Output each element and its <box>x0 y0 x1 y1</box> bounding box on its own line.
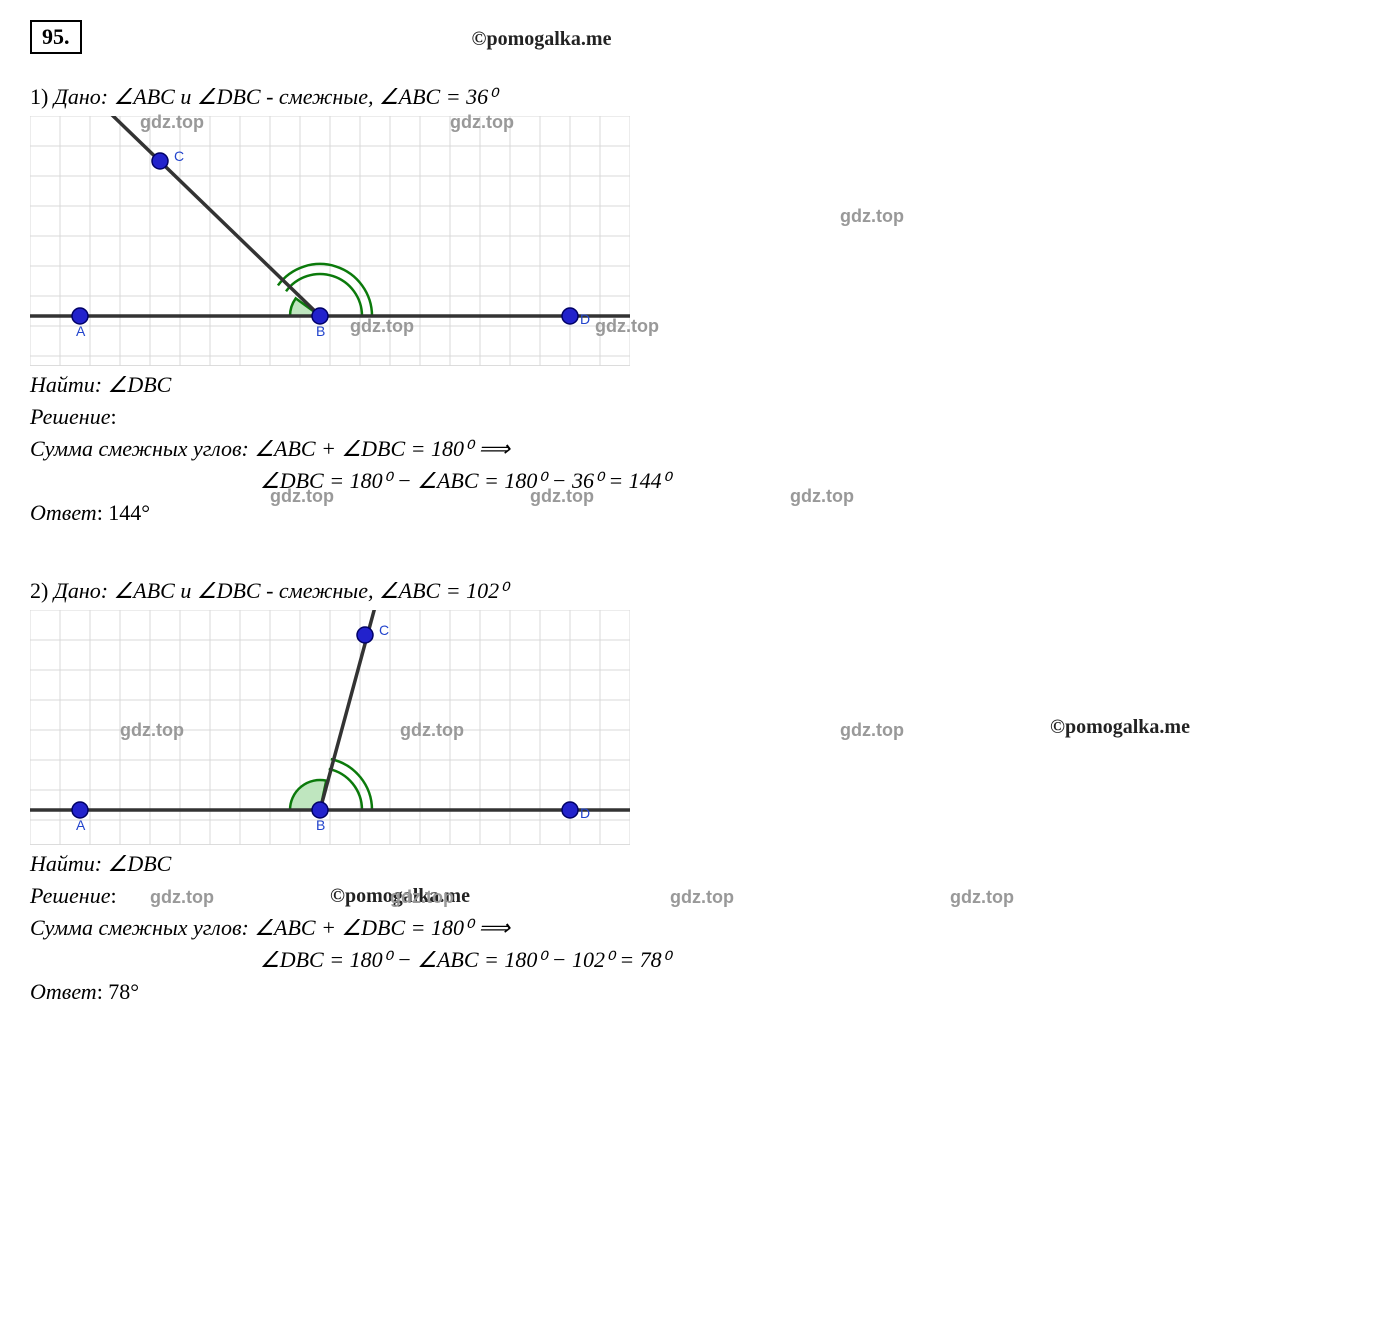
find-text: : ∠DBC <box>95 372 172 397</box>
svg-text:A: A <box>76 323 86 339</box>
svg-text:D: D <box>580 805 590 821</box>
part1-number: 1) <box>30 84 48 109</box>
find-label: Найти <box>30 372 95 397</box>
part2-diagram: gdz.top gdz.top gdz.top ©pomogalka.me AB… <box>30 610 630 845</box>
answer-text: : 78° <box>97 979 139 1004</box>
find-text: : ∠DBC <box>95 851 172 876</box>
part2-solution-label-line: Решение: gdz.top gdz.top gdz.top gdz.top <box>30 883 1370 909</box>
solution-colon: : <box>110 883 116 908</box>
svg-text:B: B <box>316 817 325 833</box>
watermark: gdz.top <box>840 206 904 227</box>
watermark: gdz.top <box>150 887 214 908</box>
part1-diagram: gdz.top gdz.top gdz.top gdz.top gdz.top … <box>30 116 630 366</box>
part2-dano-text: : ∠ABC и ∠DBC - смежные, ∠ABC = 102⁰ <box>101 578 508 603</box>
part1-dano-line: 1) Дано: ∠ABC и ∠DBC - смежные, ∠ABC = 3… <box>30 84 1370 110</box>
part1-dano-text: : ∠ABC и ∠DBC - смежные, ∠ABC = 36⁰ <box>101 84 497 109</box>
solution-label: Решение <box>30 404 110 429</box>
find-label: Найти <box>30 851 95 876</box>
part1-calc-line: ∠DBC = 180⁰ − ∠ABC = 180⁰ − 36⁰ = 144⁰ <box>260 468 1370 494</box>
svg-text:A: A <box>76 817 86 833</box>
solution-label: Решение <box>30 883 110 908</box>
answer-label: Ответ <box>30 500 97 525</box>
part1-sum-line: Сумма смежных углов: ∠ABC + ∠DBC = 180⁰ … <box>30 436 1370 462</box>
watermark: gdz.top <box>670 887 734 908</box>
solution-colon: : <box>110 404 116 429</box>
copyright-mid: ©pomogalka.me <box>1050 716 1190 739</box>
part2-calc-line: ∠DBC = 180⁰ − ∠ABC = 180⁰ − 102⁰ = 78⁰ <box>260 947 1370 973</box>
problem-number: 95. <box>30 20 82 54</box>
part2-number: 2) <box>30 578 48 603</box>
part1-answer: Ответ: 144° <box>30 500 1370 526</box>
part2-dano-label: Дано <box>54 578 101 603</box>
watermark: gdz.top <box>390 887 454 908</box>
part2-answer: Ответ: 78° <box>30 979 1370 1005</box>
part1-dano-label: Дано <box>54 84 101 109</box>
part1-solution-label-line: Решение: <box>30 404 1370 430</box>
watermark: gdz.top <box>840 720 904 741</box>
part2-dano-line: 2) Дано: ∠ABC и ∠DBC - смежные, ∠ABC = 1… <box>30 578 1370 604</box>
part1-find: Найти: ∠DBC <box>30 372 1370 398</box>
watermark: gdz.top <box>950 887 1014 908</box>
answer-label: Ответ <box>30 979 97 1004</box>
copyright-top: ©pomogalka.me <box>472 28 612 51</box>
svg-text:C: C <box>174 148 184 164</box>
svg-text:D: D <box>580 311 590 327</box>
svg-text:B: B <box>316 323 325 339</box>
svg-text:C: C <box>379 622 389 638</box>
answer-text: : 144° <box>97 500 150 525</box>
part2-sum-line: Сумма смежных углов: ∠ABC + ∠DBC = 180⁰ … <box>30 915 1370 941</box>
part2-find: Найти: ∠DBC <box>30 851 1370 877</box>
